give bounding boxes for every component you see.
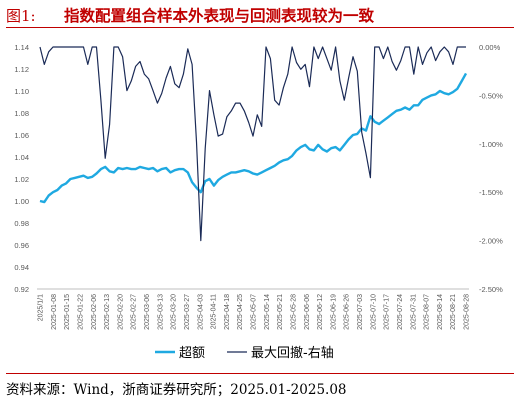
- y-left-tick-label: 1.04: [14, 153, 29, 162]
- x-tick-label: 2025-02-06: [91, 294, 98, 330]
- x-tick-label: 2025-03-20: [171, 294, 178, 330]
- y-right-tick-label: -1.50%: [479, 188, 503, 197]
- x-tick-label: 2025-01-22: [77, 294, 84, 330]
- x-tick-label: 2025-06-19: [330, 294, 337, 330]
- source-note: 资料来源：Wind，浙商证券研究所；2025.01-2025.08: [6, 382, 347, 398]
- x-tick-label: 2025-08-21: [450, 294, 457, 330]
- legend-label-drawdown: 最大回撤-右轴: [251, 345, 334, 361]
- y-right-tick-label: 0.00%: [479, 43, 501, 52]
- x-tick-label: 2025-06-26: [344, 294, 351, 330]
- x-tick-label: 2025-07-10: [370, 294, 377, 330]
- y-left-tick-label: 1.12: [14, 65, 29, 74]
- x-tick-label: 2025-06-12: [317, 294, 324, 330]
- y-left-tick-label: 1.10: [14, 87, 29, 96]
- y-left-tick-label: 0.92: [14, 285, 29, 294]
- x-tick-label: 2025-05-28: [290, 294, 297, 330]
- x-tick-label: 2025-06-06: [304, 294, 311, 330]
- x-tick-label: 2025-08-28: [464, 294, 471, 330]
- x-tick-label: 2025/1/1: [38, 294, 45, 321]
- y-right-tick-label: -1.00%: [479, 140, 503, 149]
- y-left-tick-label: 1.00: [14, 197, 29, 206]
- x-tick-label: 2025-05-07: [251, 294, 258, 330]
- y-left-tick-label: 1.06: [14, 131, 29, 140]
- y-left-tick-label: 1.08: [14, 109, 29, 118]
- x-tick-label: 2025-07-31: [410, 294, 417, 330]
- figure-title: 图1: 指数配置组合样本外表现与回测表现较为一致: [6, 2, 514, 28]
- source-divider: [6, 373, 514, 374]
- y-left-tick-label: 1.02: [14, 175, 29, 184]
- y-left-tick-label: 1.14: [14, 43, 29, 52]
- y-left-tick-label: 0.98: [14, 219, 29, 228]
- x-tick-label: 2025-02-27: [131, 294, 138, 330]
- x-tick-label: 2025-03-06: [144, 294, 151, 330]
- x-tick-label: 2025-04-25: [237, 294, 244, 330]
- x-tick-label: 2025-08-14: [437, 294, 444, 330]
- series-line-excess: [39, 72, 468, 204]
- y-left-tick-label: 0.96: [14, 241, 29, 250]
- x-tick-label: 2025-01-15: [64, 294, 71, 330]
- x-tick-label: 2025-07-24: [397, 294, 404, 330]
- y-right-tick-label: -2.50%: [479, 285, 503, 294]
- x-tick-label: 2025-08-07: [424, 294, 431, 330]
- x-tick-label: 2025-04-11: [211, 294, 218, 329]
- x-tick-label: 2025-03-13: [157, 294, 164, 330]
- x-tick-label: 2025-02-20: [117, 294, 124, 330]
- y-left-tick-label: 0.94: [14, 263, 29, 272]
- x-tick-label: 2025-03-27: [184, 294, 191, 330]
- x-tick-label: 2025-05-14: [264, 294, 271, 330]
- x-tick-label: 2025-05-21: [277, 294, 284, 330]
- x-tick-label: 2025-04-03: [197, 294, 204, 330]
- series-line-drawdown: [39, 46, 466, 242]
- y-right-tick-label: -0.50%: [479, 91, 503, 100]
- figure-number: 图1:: [6, 7, 36, 25]
- x-tick-label: 2025-04-18: [224, 294, 231, 330]
- legend-label-excess: 超额: [179, 346, 205, 361]
- x-tick-label: 2025-02-13: [104, 294, 111, 330]
- y-right-tick-label: -2.00%: [479, 237, 503, 246]
- x-tick-label: 2025-07-17: [384, 294, 391, 330]
- x-tick-label: 2025-07-03: [357, 294, 364, 330]
- figure-caption: 指数配置组合样本外表现与回测表现较为一致: [64, 7, 375, 25]
- x-tick-label: 2025-01-08: [51, 294, 58, 330]
